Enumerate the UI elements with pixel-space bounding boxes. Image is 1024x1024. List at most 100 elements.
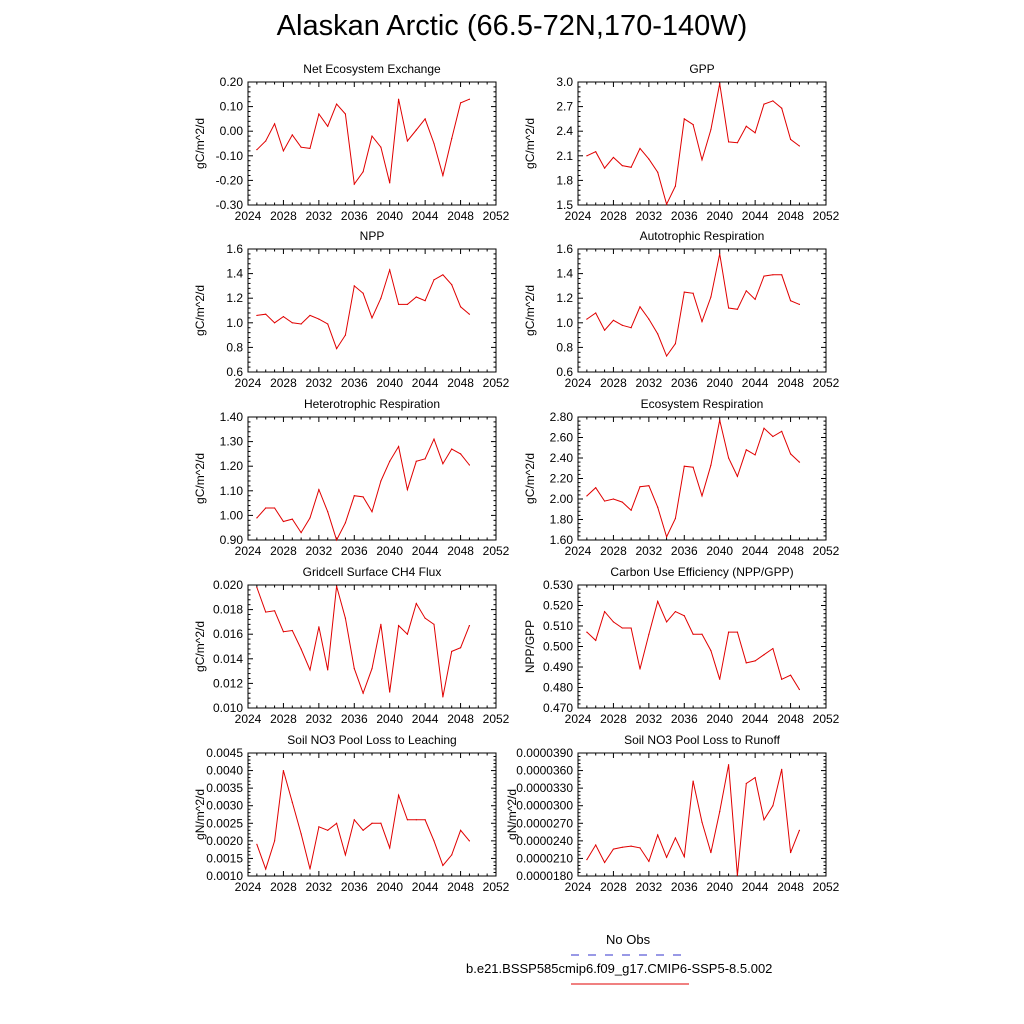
data-point [595, 639, 597, 641]
data-point [603, 611, 606, 613]
data-point [745, 449, 747, 451]
panel-2: GPP gC/m^2/d 2024 2028 2032 2036 2040 2044 2048 2… [523, 62, 840, 223]
data-point [781, 107, 783, 109]
x-tick-label: 2048 [777, 544, 804, 558]
x-tick-label: 2036 [341, 209, 368, 223]
series-line [256, 437, 470, 542]
data-point [309, 314, 311, 317]
panel-title: Heterotrophic Respiration [304, 397, 440, 411]
data-point [406, 140, 409, 142]
data-point [389, 691, 391, 693]
y-axis-label: gC/m^2/d [193, 453, 207, 504]
y-tick-label: 0.0040 [206, 764, 243, 778]
data-point [754, 298, 756, 301]
data-point [674, 185, 677, 187]
y-tick-label: 1.10 [220, 484, 244, 498]
data-point [459, 102, 462, 104]
x-tick-label: 2024 [235, 376, 262, 390]
series-line [586, 253, 800, 358]
data-point [683, 291, 685, 293]
data-point [371, 668, 373, 670]
x-tick-label: 2048 [447, 376, 474, 390]
data-point [683, 465, 685, 467]
y-tick-label: 0.90 [220, 533, 244, 547]
y-tick-label: 0.0030 [206, 799, 243, 813]
data-point [282, 150, 285, 152]
data-point [380, 623, 382, 625]
y-tick-label: 0.0000210 [516, 851, 573, 865]
data-point [763, 103, 765, 105]
x-tick-label: 2032 [636, 376, 663, 390]
data-point [256, 314, 258, 317]
panel-title: NPP [360, 229, 385, 243]
data-point [586, 155, 588, 157]
data-point [586, 631, 588, 633]
data-point [291, 322, 293, 324]
data-point [586, 318, 588, 320]
data-point [586, 859, 588, 861]
data-point [665, 203, 668, 205]
data-point [344, 113, 347, 115]
data-point [692, 466, 694, 468]
data-point [612, 848, 615, 850]
data-point [380, 297, 382, 299]
data-point [291, 518, 293, 520]
data-point [327, 669, 329, 671]
data-point [798, 303, 801, 305]
data-point [772, 805, 774, 807]
data-point [657, 333, 659, 335]
data-point [344, 334, 347, 336]
x-tick-label: 2024 [565, 712, 592, 726]
x-tick-label: 2028 [270, 544, 297, 558]
data-point [612, 621, 615, 623]
x-tick-label: 2052 [813, 376, 840, 390]
data-point [273, 322, 276, 324]
panel-1: Net Ecosystem Exchange gC/m^2/d 2024 2028 20… [193, 62, 510, 223]
data-point [657, 834, 659, 836]
data-point [603, 167, 606, 169]
data-point [621, 324, 623, 326]
data-point [371, 135, 373, 137]
x-tick-label: 2036 [341, 376, 368, 390]
data-point [318, 488, 320, 491]
x-tick-label: 2044 [742, 376, 769, 390]
data-point [595, 487, 597, 489]
x-tick-label: 2036 [671, 712, 698, 726]
data-point [639, 668, 641, 670]
data-point [710, 851, 712, 854]
data-point [754, 660, 756, 662]
data-point [781, 678, 783, 680]
x-tick-label: 2036 [671, 544, 698, 558]
x-tick-label: 2036 [671, 880, 698, 894]
data-point [648, 318, 650, 320]
data-point [692, 292, 694, 294]
y-tick-label: 1.2 [556, 291, 573, 305]
data-point [380, 822, 382, 824]
data-point [683, 856, 685, 858]
data-point [397, 794, 400, 796]
y-tick-label: 1.0 [556, 316, 573, 330]
data-point [362, 496, 364, 498]
y-tick-label: 1.40 [220, 410, 244, 424]
x-tick-label: 2044 [742, 209, 769, 223]
data-point [701, 495, 703, 497]
x-tick-label: 2040 [376, 544, 403, 558]
data-point [727, 764, 730, 766]
y-tick-label: -0.10 [216, 149, 244, 163]
x-tick-label: 2024 [565, 880, 592, 894]
data-point [603, 329, 606, 331]
data-point [397, 624, 400, 627]
series-line [586, 83, 800, 206]
data-point [789, 674, 792, 676]
x-tick-label: 2028 [270, 712, 297, 726]
data-point [630, 845, 632, 847]
series-line [586, 419, 800, 539]
series-line [256, 268, 470, 350]
data-point [451, 284, 453, 286]
data-point [433, 438, 435, 440]
data-point [736, 142, 739, 144]
data-point [371, 317, 373, 319]
data-point [639, 147, 641, 150]
data-point [468, 464, 471, 466]
x-tick-label: 2052 [483, 376, 510, 390]
